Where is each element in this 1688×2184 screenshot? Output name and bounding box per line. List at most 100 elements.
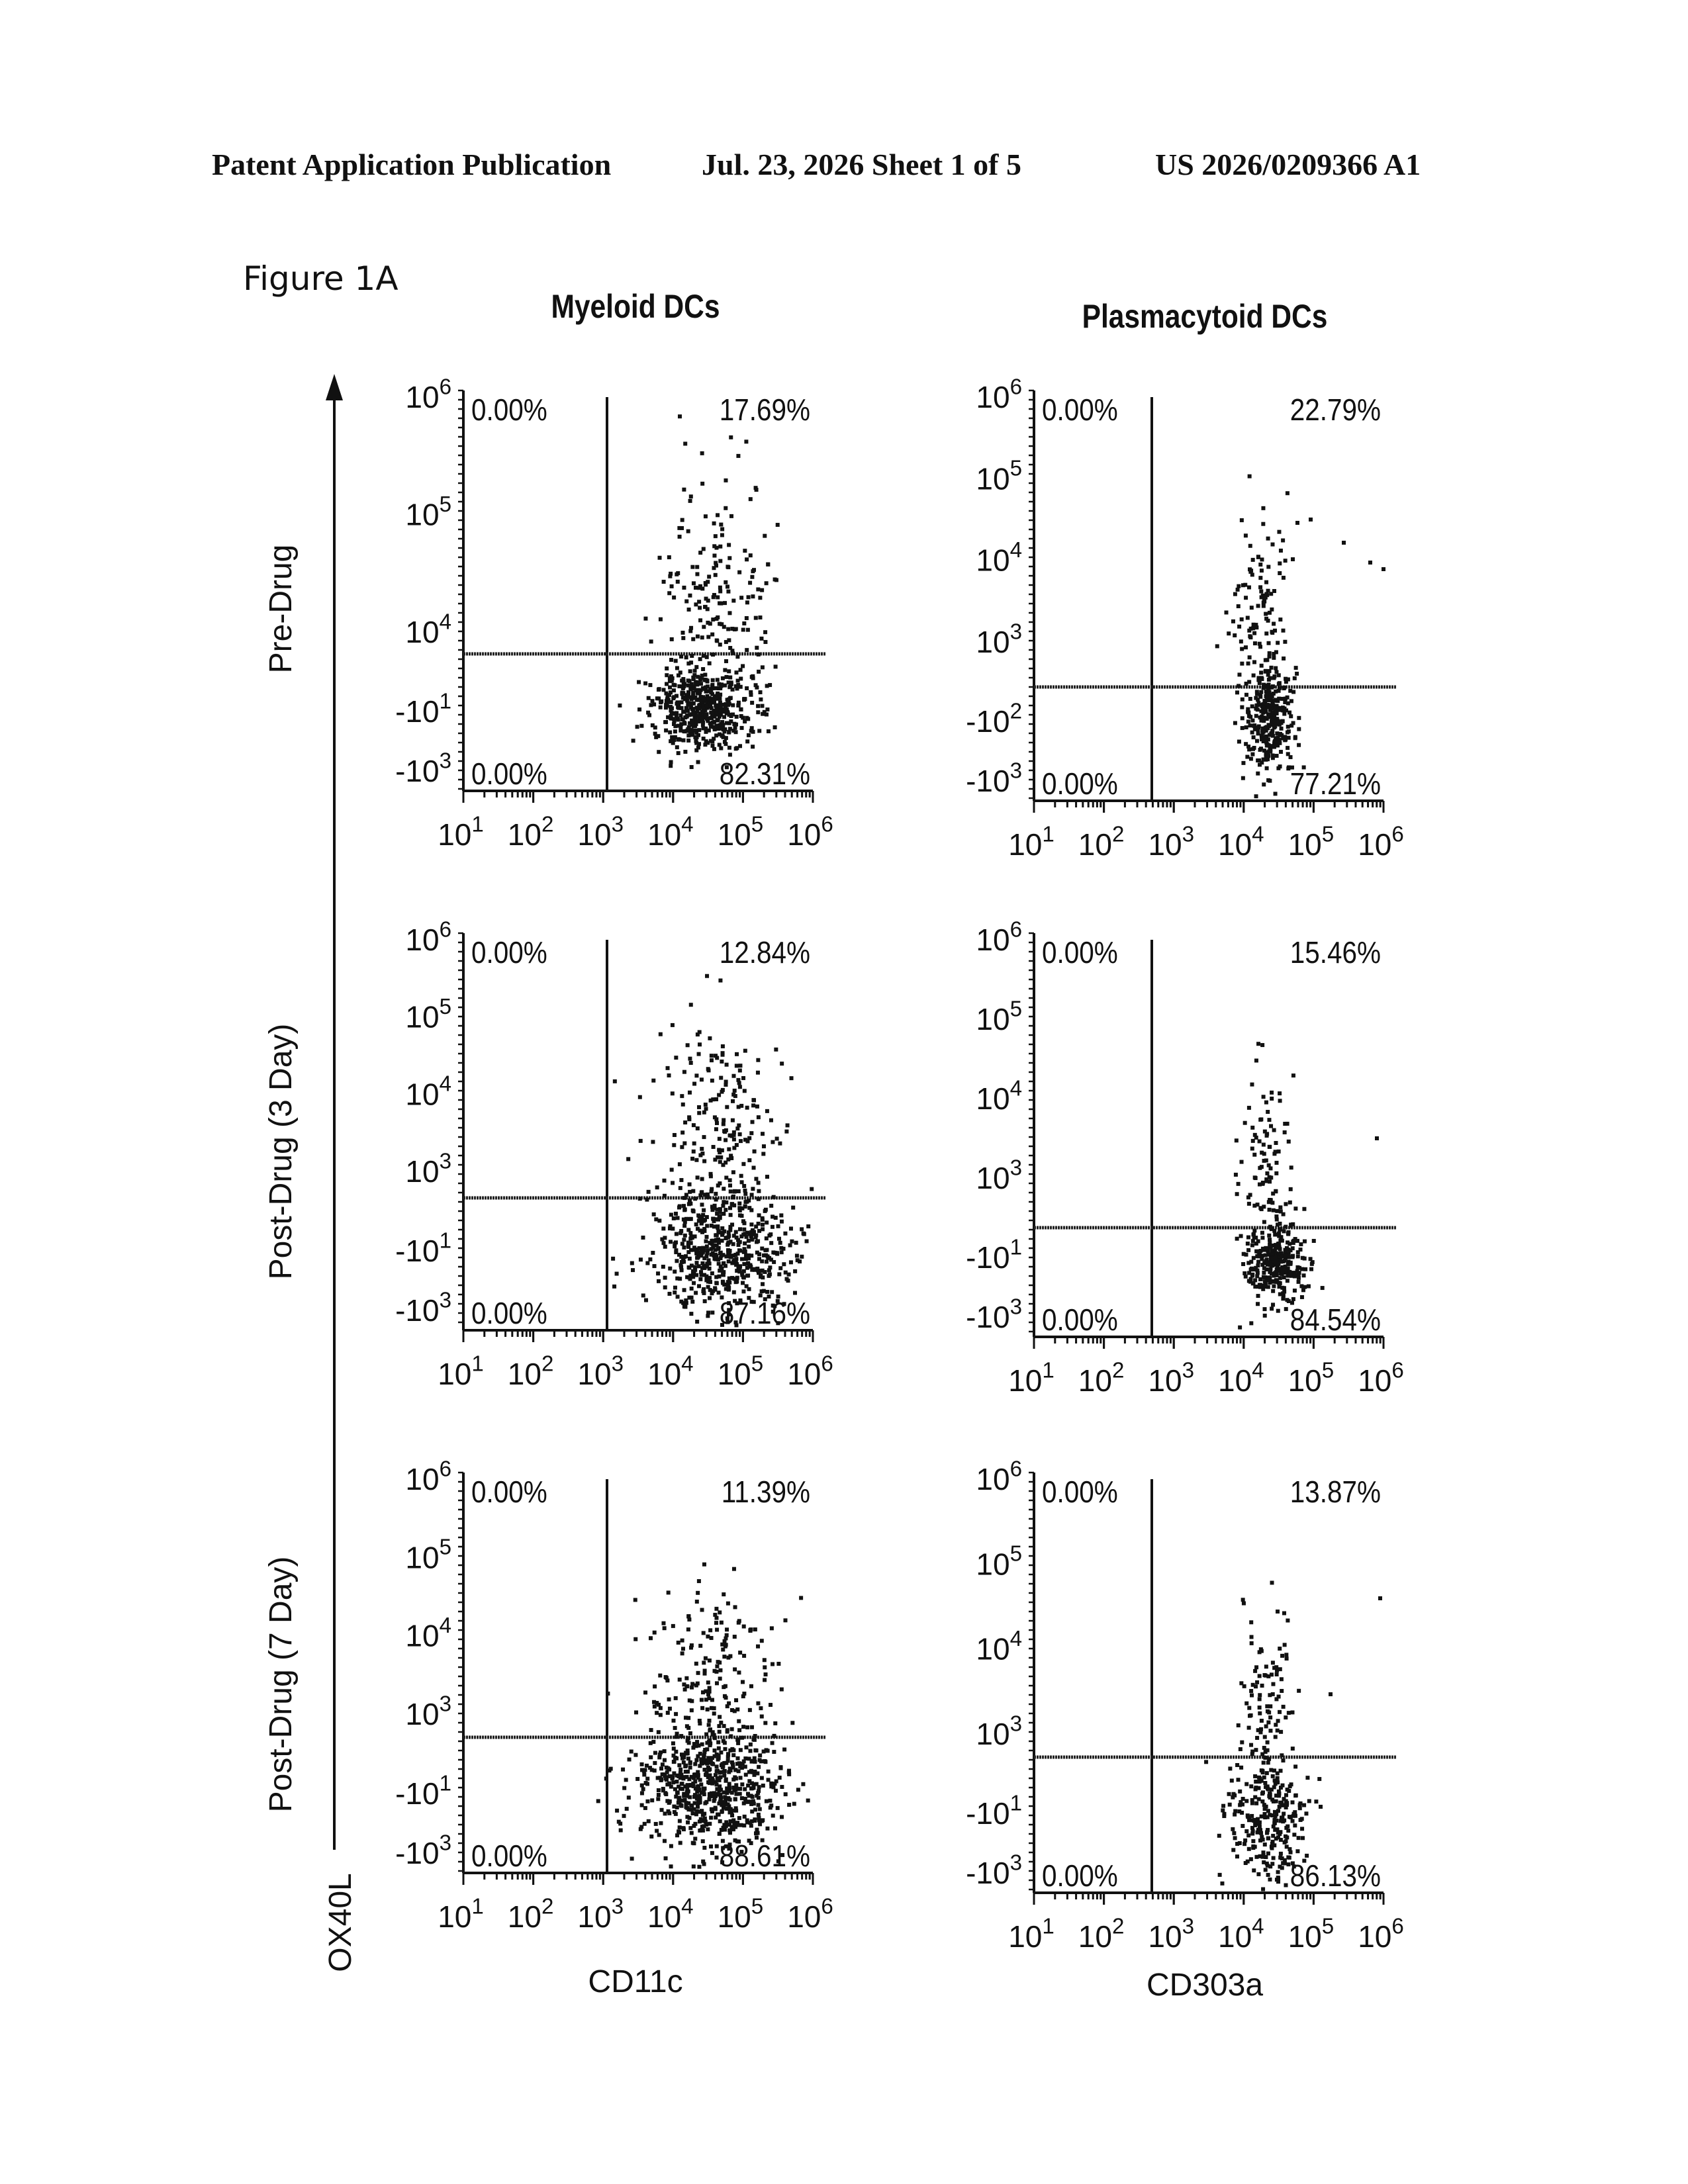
data-point [737, 1769, 741, 1773]
quadrant-upper-right: 15.46% [1290, 936, 1381, 970]
data-point [1220, 1882, 1224, 1886]
data-point [737, 701, 741, 705]
y-tick-label: 104 [976, 538, 1022, 578]
data-point [1270, 1581, 1274, 1585]
data-point [681, 1103, 685, 1107]
data-point [692, 1841, 696, 1845]
data-point [635, 1777, 639, 1781]
x-tick-label: 104 [1218, 822, 1264, 862]
data-point [758, 615, 762, 619]
data-point [1301, 1256, 1305, 1260]
data-point [765, 1827, 769, 1831]
data-point [1291, 1297, 1295, 1301]
data-point [680, 518, 684, 522]
scatter-points [1234, 1042, 1325, 1329]
data-point [751, 1098, 755, 1102]
data-point [780, 1815, 784, 1819]
data-point [738, 1064, 742, 1068]
data-point [1233, 633, 1237, 637]
data-point [1215, 644, 1219, 648]
data-point [704, 1689, 708, 1693]
data-point [1260, 1719, 1264, 1723]
data-point [1259, 590, 1263, 594]
data-point [659, 1821, 663, 1825]
data-point [731, 713, 735, 717]
data-point [1299, 1242, 1303, 1246]
data-point [1258, 1283, 1262, 1287]
data-point [672, 1216, 676, 1220]
data-point [696, 1126, 700, 1130]
data-point [690, 1682, 694, 1686]
data-point [675, 1232, 679, 1236]
scatter-points [596, 1563, 810, 1869]
data-point [1254, 1665, 1258, 1669]
data-point [1264, 592, 1268, 596]
data-point [1289, 1248, 1293, 1252]
data-point [712, 700, 716, 704]
quadrant-lower-left: 0.00% [471, 758, 547, 792]
data-point [694, 739, 698, 743]
data-point [724, 1684, 727, 1688]
data-point [1291, 1241, 1295, 1245]
data-point [740, 726, 744, 730]
data-point [1236, 588, 1240, 592]
arrow-up-icon [326, 374, 343, 400]
data-point [1255, 739, 1259, 743]
data-point [718, 559, 722, 563]
quadrant-lower-left: 0.00% [1042, 1304, 1118, 1338]
data-point [739, 1104, 743, 1108]
data-point [714, 1127, 718, 1131]
data-point [740, 1766, 744, 1770]
data-point [767, 729, 771, 733]
data-point [1222, 1814, 1226, 1818]
data-point [710, 1291, 714, 1295]
data-point [720, 1233, 724, 1237]
quadrant-upper-right: 22.79% [1290, 394, 1381, 428]
data-point [1297, 1280, 1301, 1284]
data-point [753, 1749, 757, 1752]
data-point [1274, 736, 1278, 740]
data-point [732, 1138, 736, 1142]
data-point [1276, 1719, 1280, 1723]
x-tick-label: 102 [508, 1351, 554, 1391]
data-point [675, 745, 679, 749]
data-point [1266, 1110, 1270, 1114]
data-point [706, 1827, 710, 1831]
data-point [700, 1147, 704, 1151]
data-point [730, 1222, 734, 1226]
data-point [1253, 641, 1257, 645]
data-point [731, 1170, 735, 1174]
data-point [690, 1287, 694, 1291]
data-point [648, 1766, 652, 1770]
data-point [715, 1056, 719, 1060]
data-point [667, 1811, 671, 1815]
data-point [1282, 1705, 1286, 1709]
data-point [716, 1183, 720, 1187]
data-point [1267, 749, 1271, 753]
data-point [653, 1751, 657, 1755]
data-point [709, 1816, 713, 1820]
data-point [1244, 533, 1248, 537]
data-point [682, 1755, 686, 1759]
data-point [1281, 539, 1285, 543]
data-point [649, 639, 653, 643]
data-point [739, 1139, 743, 1143]
x-tick-label: 102 [508, 812, 554, 852]
data-point [761, 1227, 765, 1231]
data-point [1278, 1801, 1282, 1805]
data-point [1264, 596, 1268, 600]
data-point [720, 533, 724, 537]
data-point [710, 1079, 714, 1083]
data-point [726, 1755, 730, 1759]
data-point [1244, 725, 1248, 729]
data-point [706, 1707, 710, 1711]
data-point [687, 1275, 691, 1279]
data-point [1250, 1273, 1254, 1277]
data-point [703, 673, 707, 677]
data-point [710, 1756, 714, 1760]
data-point [619, 1829, 623, 1833]
data-point [1258, 1697, 1262, 1701]
data-point [741, 1076, 745, 1080]
data-point [1280, 1654, 1284, 1658]
data-point [1310, 1262, 1314, 1266]
